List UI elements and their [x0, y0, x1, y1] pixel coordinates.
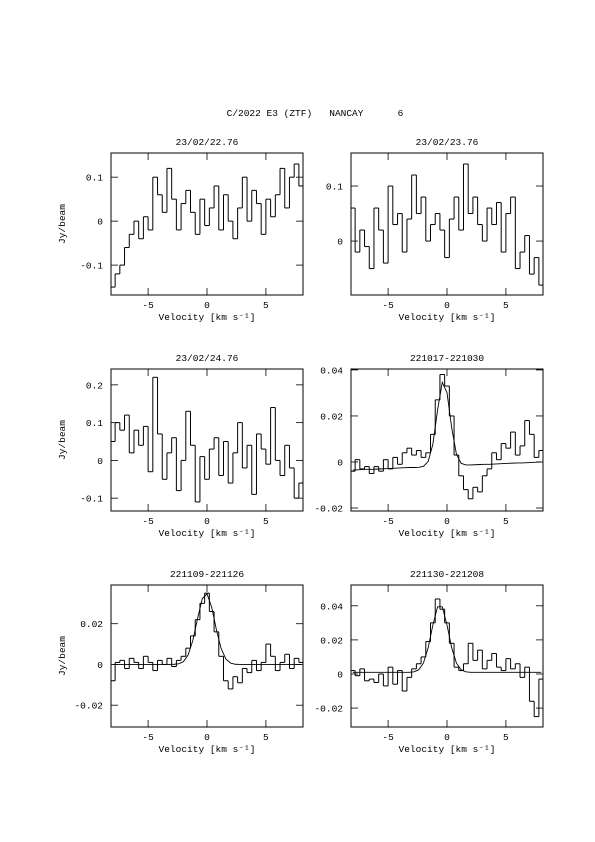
series	[352, 606, 542, 673]
series	[111, 163, 303, 288]
fit-curve	[352, 606, 542, 673]
y-tick-label: 0.02	[80, 619, 103, 630]
panel: 23/02/24.76 Velocity [km s⁻¹] Jy/beam -5 0 5 -…	[57, 353, 304, 539]
x-axis-label: Velocity [km s⁻¹]	[159, 312, 256, 323]
panel: 221109-221126 Velocity [km s⁻¹] Jy/beam -5 0…	[57, 569, 304, 755]
y-axis-label: Jy/beam	[57, 636, 68, 676]
y-tick-label: -0.1	[80, 261, 103, 272]
plot-frame	[350, 584, 544, 728]
series	[352, 380, 542, 471]
x-tick-label: 0	[204, 516, 210, 527]
y-tick-label: 0	[337, 669, 343, 680]
y-tick-label: 0.1	[86, 418, 103, 429]
panel-title: 221130-221208	[410, 569, 484, 580]
y-tick-label: -0.02	[314, 504, 343, 515]
x-tick-label: 0	[444, 516, 450, 527]
x-tick-label: -5	[142, 516, 154, 527]
series	[351, 598, 543, 718]
y-tick-label: -0.02	[314, 704, 343, 715]
y-tick-label: -0.02	[74, 701, 103, 712]
y-tick-label: 0	[337, 237, 343, 248]
y-tick-label: 0	[337, 457, 343, 468]
series	[111, 376, 303, 503]
y-tick-label: 0.04	[320, 601, 343, 612]
plot-frame	[110, 152, 304, 296]
x-tick-label: -5	[382, 732, 394, 743]
y-tick-label: 0.2	[86, 380, 103, 391]
panel-title: 23/02/22.76	[176, 137, 239, 148]
fit-curve	[112, 592, 302, 665]
y-tick-label: 0.1	[326, 182, 343, 193]
y-axis-label: Jy/beam	[57, 420, 68, 460]
panel: 221130-221208 Velocity [km s⁻¹] -5 0 5 -0.02 0…	[314, 569, 544, 755]
y-tick-label: 0	[97, 217, 103, 228]
panel-title: 23/02/23.76	[416, 137, 479, 148]
y-tick-label: 0.1	[86, 173, 103, 184]
page-title: C/2022 E3 (ZTF) NANCAY 6	[227, 108, 404, 119]
x-axis-label: Velocity [km s⁻¹]	[399, 744, 496, 755]
y-tick-label: 0.02	[320, 635, 343, 646]
x-tick-label: 0	[444, 300, 450, 311]
y-tick-label: -0.1	[80, 494, 103, 505]
x-tick-label: -5	[142, 732, 154, 743]
panel: 23/02/22.76 Velocity [km s⁻¹] Jy/beam -5 0 5 -…	[57, 137, 304, 323]
series	[351, 163, 543, 286]
x-tick-label: 0	[444, 732, 450, 743]
x-axis-label: Velocity [km s⁻¹]	[159, 528, 256, 539]
x-tick-label: -5	[142, 300, 154, 311]
plot-frame	[350, 368, 544, 512]
panel-title: 221109-221126	[170, 569, 244, 580]
x-tick-label: 5	[263, 732, 269, 743]
x-tick-label: 5	[503, 732, 509, 743]
series	[112, 592, 302, 665]
y-tick-label: 0	[97, 660, 103, 671]
y-tick-label: 0	[97, 456, 103, 467]
x-tick-label: 5	[263, 300, 269, 311]
x-tick-label: 5	[503, 516, 509, 527]
plot-frame	[350, 152, 544, 296]
plot-frame	[110, 368, 304, 512]
fit-curve	[352, 380, 542, 471]
x-tick-label: -5	[382, 300, 394, 311]
panel: 221017-221030 Velocity [km s⁻¹] -5 0 5 -0.02 0…	[314, 353, 544, 539]
series	[351, 374, 543, 500]
x-tick-label: 0	[204, 732, 210, 743]
x-axis-label: Velocity [km s⁻¹]	[399, 312, 496, 323]
panel-title: 221017-221030	[410, 353, 484, 364]
x-tick-label: 5	[503, 300, 509, 311]
panel-title: 23/02/24.76	[176, 353, 239, 364]
x-tick-label: -5	[382, 516, 394, 527]
panel: 23/02/23.76 Velocity [km s⁻¹] -5 0 5 0 0.1	[326, 137, 544, 323]
y-tick-label: 0.04	[320, 365, 343, 376]
y-tick-label: 0.02	[320, 411, 343, 422]
x-axis-label: Velocity [km s⁻¹]	[159, 744, 256, 755]
series	[111, 592, 303, 690]
x-tick-label: 5	[263, 516, 269, 527]
plot-frame	[110, 584, 304, 728]
x-axis-label: Velocity [km s⁻¹]	[399, 528, 496, 539]
y-axis-label: Jy/beam	[57, 204, 68, 244]
x-tick-label: 0	[204, 300, 210, 311]
